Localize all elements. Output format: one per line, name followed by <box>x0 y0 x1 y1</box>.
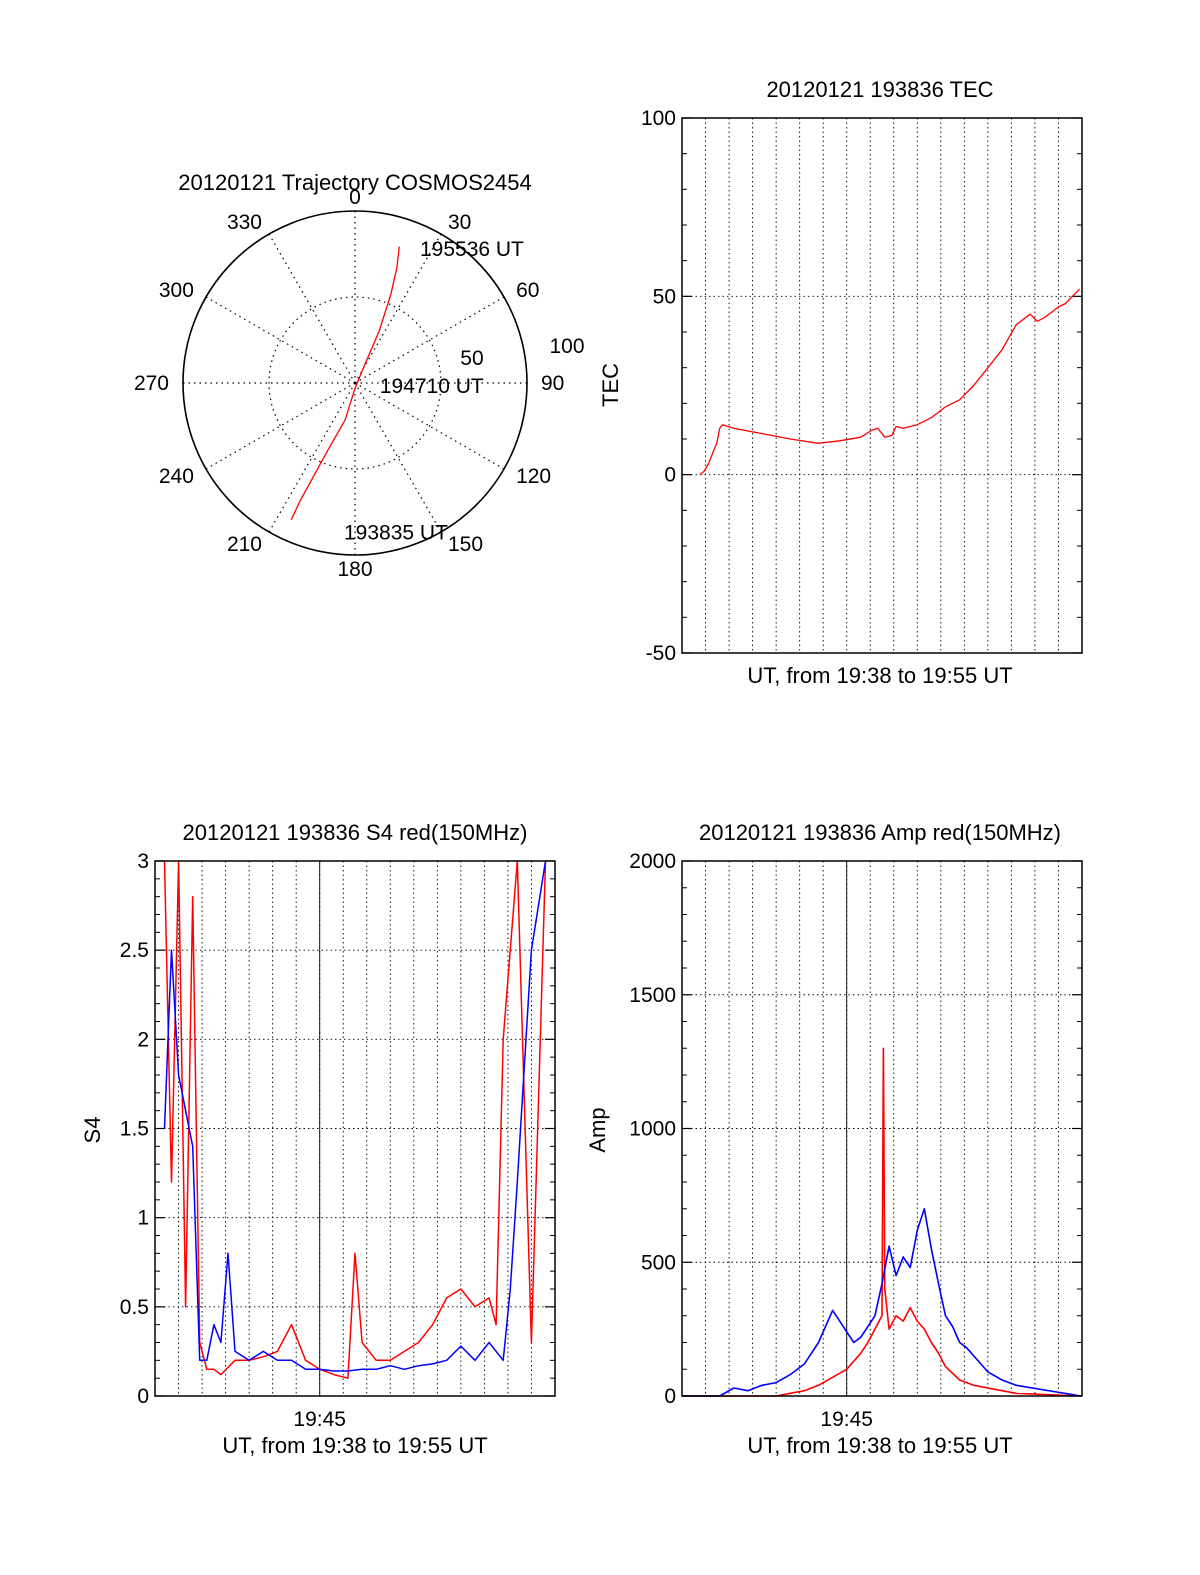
polar-angle-label: 150 <box>448 533 483 556</box>
y-tick-label: 100 <box>641 107 676 130</box>
y-tick-label: 3 <box>137 850 149 873</box>
polar-angle-label: 330 <box>227 211 262 234</box>
polar-angle-label: 120 <box>516 465 551 488</box>
s4-grid <box>155 860 555 1397</box>
y-tick-label: 0 <box>664 1385 676 1408</box>
polar-angle-label: 270 <box>134 372 169 395</box>
tec-plot-frame <box>681 117 1083 654</box>
y-tick-label: 2.5 <box>120 939 149 962</box>
y-tick-label: 0 <box>664 464 676 487</box>
y-tick-label: 1000 <box>629 1118 676 1141</box>
tec-ylabel: TEC <box>598 363 623 407</box>
polar-angle-label: 210 <box>227 533 262 556</box>
s4-series <box>163 860 547 1379</box>
s4-tick-labels: 0 0.5 1 1.5 2 2.5 3 19:45 <box>120 850 346 1431</box>
polar-spoke <box>205 382 356 470</box>
amp-panel: 20120121 193836 Amp red(150MHz) 0 500 1000… <box>585 820 1083 1458</box>
polar-inner-ring <box>268 296 442 470</box>
series-line-0 <box>699 288 1081 476</box>
trajectory-time-label: 195536 UT <box>420 238 524 261</box>
y-tick-label: 2000 <box>629 850 676 873</box>
tec-title: 20120121 193836 TEC <box>766 77 993 102</box>
tec-grid <box>682 117 1082 654</box>
series-line-0 <box>681 1047 1082 1397</box>
polar-spoke <box>354 296 505 384</box>
tec-tick-labels: -50 0 50 100 <box>641 107 676 665</box>
trajectory-time-label: 193835 UT <box>344 521 448 544</box>
s4-panel: 20120121 193836 S4 red(150MHz) 0 0.5 1 1.5 2… <box>80 820 556 1458</box>
amp-series <box>681 1047 1082 1397</box>
amp-plot-frame <box>681 860 1083 1397</box>
polar-panel: 20120121 Trajectory COSMOS2454 0 30 60 90 12… <box>134 170 585 581</box>
polar-radial-label: 100 <box>549 335 584 358</box>
polar-spoke <box>268 382 356 533</box>
s4-plot-frame <box>154 860 556 1397</box>
trajectory-line <box>290 246 400 521</box>
trajectory-time-label: 194710 UT <box>380 375 484 398</box>
series-line-1 <box>681 1208 1082 1397</box>
y-tick-label: 1 <box>137 1207 149 1230</box>
tec-panel: 20120121 193836 TEC -50 0 50 100 UT, from 1… <box>598 77 1083 688</box>
series-line-1 <box>163 860 547 1372</box>
s4-ylabel: S4 <box>80 1117 105 1144</box>
s4-xlabel: UT, from 19:38 to 19:55 UT <box>222 1433 487 1458</box>
polar-spoke <box>354 382 442 533</box>
amp-ylabel: Amp <box>585 1107 610 1152</box>
tec-xlabel: UT, from 19:38 to 19:55 UT <box>747 663 1012 688</box>
s4-title: 20120121 193836 S4 red(150MHz) <box>183 820 528 845</box>
polar-spoke <box>205 296 356 384</box>
polar-spoke <box>268 233 356 384</box>
polar-radial-label: 50 <box>460 347 483 370</box>
y-tick-label: 0 <box>137 1385 149 1408</box>
polar-angle-label: 240 <box>159 465 194 488</box>
polar-grid <box>182 210 528 556</box>
polar-labels: 0 30 60 90 120 150 180 210 240 270 300 330 50 100 1955… <box>134 186 585 581</box>
polar-angle-label: 30 <box>448 211 471 234</box>
polar-angle-label: 90 <box>541 372 564 395</box>
series-line-0 <box>163 860 547 1379</box>
y-tick-label: 0.5 <box>120 1296 149 1319</box>
y-tick-label: 2 <box>137 1028 149 1051</box>
tec-series <box>699 288 1081 476</box>
x-tick-label: 19:45 <box>820 1408 873 1431</box>
y-tick-label: 500 <box>641 1251 676 1274</box>
polar-spoke <box>354 233 442 384</box>
polar-angle-label: 180 <box>337 558 372 581</box>
polar-spoke <box>354 382 505 470</box>
amp-title: 20120121 193836 Amp red(150MHz) <box>699 820 1061 845</box>
y-tick-label: 50 <box>653 285 676 308</box>
amp-tick-labels: 0 500 1000 1500 2000 19:45 <box>629 850 873 1431</box>
polar-angle-label: 60 <box>516 279 539 302</box>
amp-xlabel: UT, from 19:38 to 19:55 UT <box>747 1433 1012 1458</box>
y-tick-label: 1500 <box>629 984 676 1007</box>
x-tick-label: 19:45 <box>293 1408 346 1431</box>
polar-angle-label: 0 <box>349 186 361 209</box>
polar-series <box>290 246 400 521</box>
y-tick-label: -50 <box>646 642 676 665</box>
polar-angle-label: 300 <box>159 279 194 302</box>
y-tick-label: 1.5 <box>120 1118 149 1141</box>
polar-title: 20120121 Trajectory COSMOS2454 <box>178 170 531 195</box>
